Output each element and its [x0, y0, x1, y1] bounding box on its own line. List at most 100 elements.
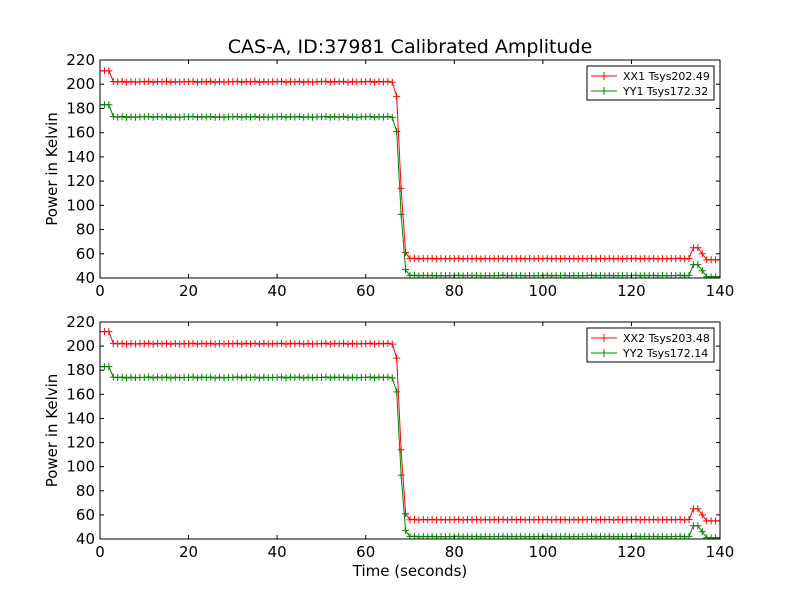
data-point — [238, 340, 246, 348]
y-tick-label: 100 — [66, 458, 95, 476]
data-point — [393, 92, 401, 100]
data-point — [149, 374, 157, 382]
y-tick-label: 160 — [66, 385, 95, 403]
data-point — [685, 254, 693, 262]
bottom-panel: 0 20 40 60 80 100 120 140 40 60 80 100 120 140 160 180 2… — [43, 313, 734, 580]
data-point — [300, 113, 308, 121]
data-point — [326, 374, 334, 382]
data-point — [123, 374, 131, 382]
y-tick-label: 180 — [66, 99, 95, 117]
y-tick-label: 220 — [66, 313, 95, 331]
data-point — [335, 113, 343, 121]
data-point — [207, 339, 215, 347]
x-tick-label: 60 — [356, 282, 375, 300]
data-point — [694, 261, 702, 269]
data-point — [410, 254, 418, 262]
data-point — [455, 515, 463, 523]
chart-title: CAS-A, ID:37981 Calibrated Amplitude — [228, 36, 593, 58]
data-point — [499, 515, 507, 523]
data-point — [698, 250, 706, 258]
data-point — [632, 515, 640, 523]
data-point — [402, 527, 410, 535]
data-point — [379, 340, 387, 348]
legend-box — [586, 65, 715, 101]
y-tick-label: 120 — [66, 434, 95, 452]
legend-label: XX2 Tsys203.48 — [623, 332, 710, 345]
data-point — [388, 113, 396, 121]
data-point — [189, 373, 197, 381]
data-point — [291, 113, 299, 121]
data-point — [698, 511, 706, 519]
data-point — [561, 254, 569, 262]
data-point — [167, 78, 175, 86]
data-point — [149, 340, 157, 348]
legend-marker — [600, 87, 608, 95]
data-point — [123, 340, 131, 348]
data-point — [189, 339, 197, 347]
top-panel: 0 20 40 60 80 100 120 140 40 60 80 100 120 140 160 180 2… — [43, 51, 734, 300]
data-point — [605, 254, 613, 262]
data-point — [397, 471, 405, 479]
data-point — [233, 77, 241, 85]
x-tick-label: 20 — [179, 282, 198, 300]
data-point — [300, 78, 308, 86]
data-point — [118, 113, 126, 121]
data-point — [366, 373, 374, 381]
data-point — [114, 340, 122, 348]
data-point — [233, 373, 241, 381]
data-point — [384, 339, 392, 347]
data-point — [149, 113, 157, 121]
data-point — [388, 374, 396, 382]
y-tick-label: 80 — [76, 482, 95, 500]
data-point — [162, 373, 170, 381]
data-point — [694, 505, 702, 513]
data-point — [588, 515, 596, 523]
data-point — [145, 339, 153, 347]
data-point — [247, 340, 255, 348]
legend: XX1 Tsys202.49 YY1 Tsys172.32 — [586, 65, 715, 101]
data-point — [632, 254, 640, 262]
x-tick-label: 0 — [95, 282, 105, 300]
data-point — [247, 374, 255, 382]
data-point — [193, 113, 201, 121]
data-point — [123, 113, 131, 121]
data-point — [397, 210, 405, 218]
data-point — [340, 77, 348, 85]
y-tick-label: 200 — [66, 75, 95, 93]
y-tick-label: 100 — [66, 196, 95, 214]
data-point — [233, 339, 241, 347]
y-axis-label: Power in Kelvin — [43, 112, 61, 226]
data-point — [366, 77, 374, 85]
legend-marker — [600, 349, 608, 357]
data-point — [167, 374, 175, 382]
data-point — [202, 78, 210, 86]
data-point — [676, 515, 684, 523]
series-xx — [100, 67, 720, 264]
data-point — [326, 340, 334, 348]
data-point — [344, 340, 352, 348]
data-point — [202, 340, 210, 348]
data-point — [282, 374, 290, 382]
data-point — [193, 340, 201, 348]
data-point — [322, 339, 330, 347]
x-tick-label: 100 — [529, 282, 558, 300]
series-yy — [100, 363, 720, 539]
data-point — [193, 78, 201, 86]
x-axis-label: Time (seconds) — [352, 562, 468, 580]
data-point — [716, 534, 720, 539]
data-point — [278, 339, 286, 347]
data-point — [189, 112, 197, 120]
axes-frame — [99, 321, 721, 540]
x-tick-label: 60 — [356, 543, 375, 561]
data-point — [238, 78, 246, 86]
data-point — [326, 113, 334, 121]
data-point — [295, 339, 303, 347]
data-point — [202, 374, 210, 382]
data-point — [698, 528, 706, 536]
data-point — [282, 78, 290, 86]
data-point — [393, 388, 401, 396]
data-point — [282, 113, 290, 121]
data-point — [428, 254, 436, 262]
data-point — [379, 78, 387, 86]
data-point — [517, 515, 525, 523]
